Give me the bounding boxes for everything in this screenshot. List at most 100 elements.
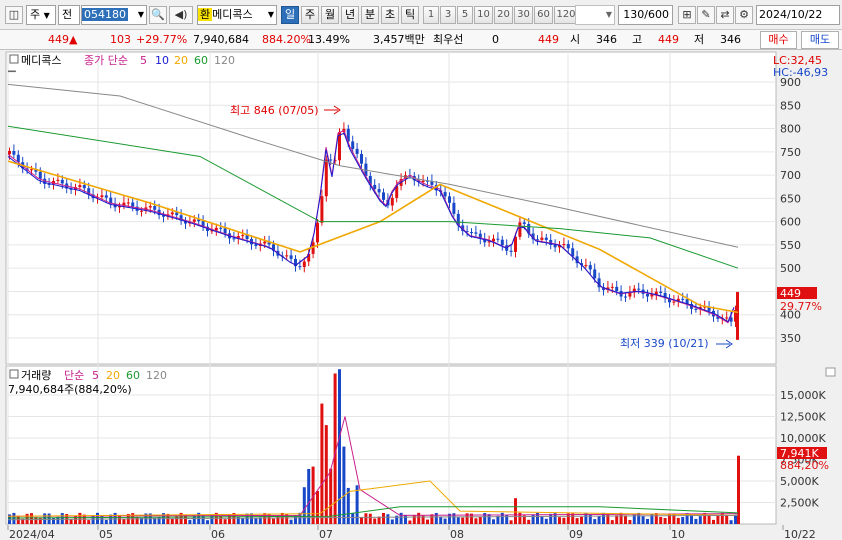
sound-icon[interactable]: ◀) [169,6,193,24]
interval-button[interactable]: 1 [423,6,439,24]
price-axis-label: 550 [780,239,801,252]
volume-bar [676,517,680,524]
search-icon[interactable]: 🔍 [149,6,167,24]
name-field[interactable]: 환 메디콕스 ▼ [197,5,277,25]
gear-icon[interactable]: ⚙ [735,6,753,24]
candle-body [30,169,33,171]
vol-ma-60-label: 60 [126,369,140,382]
volume-bar [408,520,412,524]
ma-60-line [7,125,739,269]
volume-bar [382,512,385,524]
date-field[interactable]: 2024/10/22 [756,5,840,25]
candle-body [694,308,698,310]
code-value: 054180 [82,8,128,21]
grid-icon[interactable]: ⊞ [678,6,696,24]
volume-bar [311,466,315,524]
volume-bar [100,515,104,524]
interval-button[interactable]: 3 [440,6,456,24]
volume-bar [544,518,548,524]
range-button[interactable]: 일 [281,6,299,24]
price-axis-label: 500 [780,262,801,275]
volume-bar [329,468,333,524]
panel-menu-icon[interactable] [9,54,19,64]
candle-body [562,243,566,246]
vol-panel-menu-icon[interactable] [9,369,19,379]
range-button[interactable]: 주 [301,6,319,24]
count-field[interactable]: 130/600 [618,5,673,25]
panel-tool-icon[interactable]: ▔ [7,70,16,83]
range-button[interactable]: 분 [361,6,379,24]
volume-bar [386,514,390,524]
volume-pct: 884.20% [262,33,311,46]
vol-panel-collapse-icon[interactable] [825,367,836,377]
volume-bar [113,512,117,524]
volume-bar [672,513,676,524]
low-label: 저 [694,33,705,46]
volume-bar [206,520,209,524]
volume-bar [703,512,707,524]
candle-body [496,238,500,240]
candle-body [593,269,597,279]
candle-body [734,310,737,322]
range-button[interactable]: 년 [341,6,359,24]
range-button[interactable]: 초 [381,6,399,24]
candle-body [632,288,636,293]
volume-bar [536,512,539,524]
volume-bar [602,512,605,524]
volume-bar [619,512,623,524]
candle-body [518,222,522,237]
prefix-select[interactable]: 전 [58,5,80,25]
candle-body [329,159,333,161]
code-input[interactable]: 054180 ▼ [81,5,147,25]
candle-body [56,179,60,181]
volume-bar [478,516,482,524]
volume-bar [122,518,126,524]
candle-body [307,253,311,262]
candle-body [214,227,218,231]
price-axis-label: 750 [780,146,801,159]
volume-bar [263,513,267,524]
candle-body [60,179,64,184]
candle-body [153,206,157,210]
candle-body [294,258,297,267]
x-axis-label: 09 [569,528,583,540]
candle-body [122,202,126,207]
x-axis-label: 06 [211,528,225,540]
candle-body [474,232,478,234]
candle-body [346,128,350,142]
candle-body [509,250,513,252]
volume-bar [571,513,575,524]
candle-body [584,265,588,267]
interval-button[interactable]: 30 [514,6,533,24]
volume-bar [707,514,711,524]
candle-body [8,150,11,155]
layout-icon[interactable]: ◫ [5,6,23,24]
volume-bar [298,512,302,524]
stock-chart[interactable]: 900850800750700650600550500450400350 15,… [0,50,842,540]
chart-tool-icon[interactable]: ✎ [697,6,715,24]
period-select[interactable]: 주 ▼ [26,5,56,25]
sell-button[interactable]: 매도 [801,31,839,49]
volume-bar [668,513,671,524]
candle-body [254,244,258,246]
candle-body [725,317,729,319]
blank-select[interactable]: ▼ [575,5,615,25]
volume-bar [30,513,33,524]
volume-bar [60,513,64,524]
candle-body [360,153,363,164]
interval-button[interactable]: 10 [474,6,493,24]
candle-body [676,298,680,302]
volume-bar [443,518,447,524]
buy-button[interactable]: 매수 [760,31,797,49]
compare-icon[interactable]: ⇄ [716,6,734,24]
candle-body [681,298,685,300]
interval-button[interactable]: 60 [534,6,553,24]
candle-body [316,222,319,243]
range-button[interactable]: 월 [321,6,339,24]
volume-bar [395,515,399,524]
interval-button[interactable]: 20 [494,6,513,24]
last-vol-tag [777,447,827,459]
range-button[interactable]: 틱 [401,6,419,24]
interval-button[interactable]: 5 [457,6,473,24]
volume-bar [184,514,187,524]
